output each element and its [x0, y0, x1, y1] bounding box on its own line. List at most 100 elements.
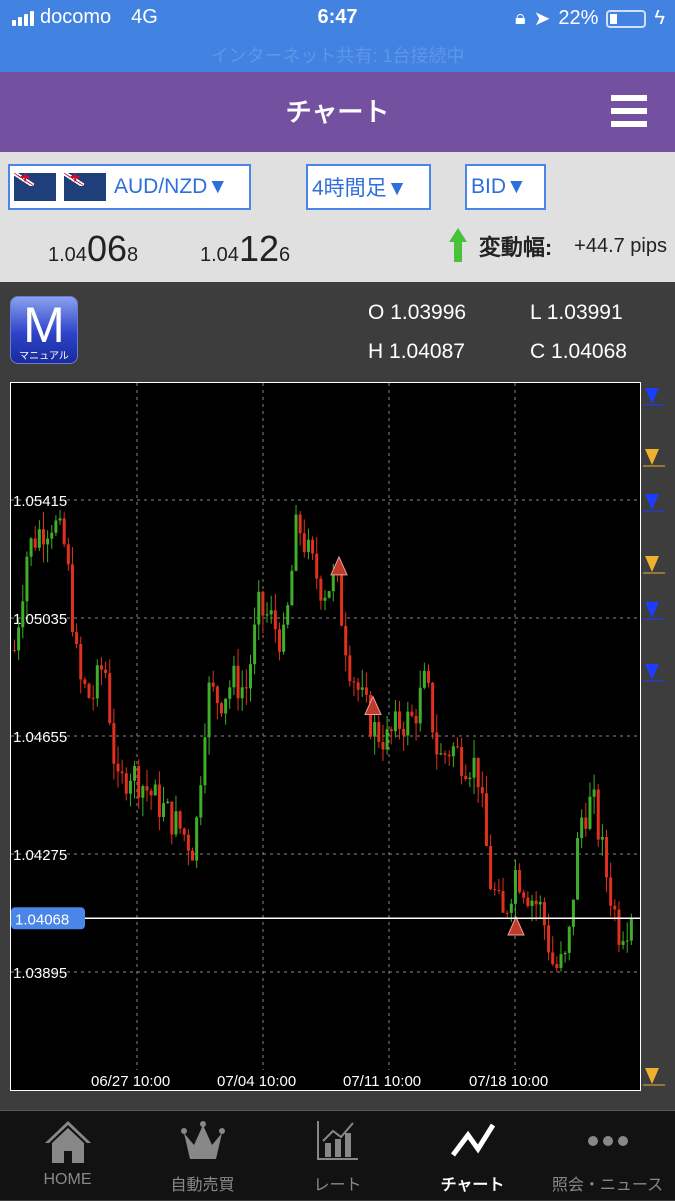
- change-value: +44.7 pips: [574, 234, 667, 257]
- nav-bar: チャート: [0, 72, 675, 152]
- candle-body: [203, 737, 207, 786]
- candle-body: [563, 952, 567, 955]
- candle-body: [385, 729, 389, 750]
- candle-body: [25, 556, 29, 602]
- candle-body: [70, 564, 74, 633]
- signal-triangle-icon: [364, 695, 382, 716]
- candle-body: [244, 687, 248, 689]
- candle-body: [120, 771, 124, 774]
- candle-body: [199, 785, 203, 818]
- charging-icon: ϟ: [654, 7, 665, 29]
- home-icon: [44, 1121, 91, 1163]
- candle-body: [323, 597, 327, 601]
- candle-body: [207, 682, 211, 738]
- battery-percent: 22%: [558, 7, 599, 29]
- candle-body: [306, 539, 310, 552]
- candle-body: [340, 574, 344, 626]
- tab-home[interactable]: HOME: [0, 1111, 135, 1201]
- candle-body: [128, 780, 132, 794]
- current-price-label: 1.04068: [15, 911, 69, 928]
- tab-auto-trade[interactable]: 自動売買: [135, 1111, 270, 1201]
- candle-body: [290, 570, 294, 606]
- bid-price: 1.04068: [48, 228, 139, 269]
- candle-body: [319, 578, 323, 601]
- candle-body: [480, 787, 484, 794]
- manual-mode-button[interactable]: M マニュアル: [10, 296, 78, 364]
- candle-body: [364, 687, 368, 695]
- pair-label: AUD/NZD▼: [114, 175, 229, 198]
- candle-body: [46, 538, 50, 545]
- low-value: L 1.03991: [530, 301, 623, 324]
- candle-body: [629, 918, 633, 941]
- tab-chart[interactable]: チャート: [405, 1111, 540, 1201]
- candle-body: [567, 926, 571, 953]
- candle-body: [240, 687, 244, 699]
- candle-body: [116, 763, 120, 772]
- order-marker-icon: [645, 556, 659, 572]
- x-tick-label: 07/18 10:00: [469, 1073, 548, 1090]
- candle-body: [170, 801, 174, 835]
- candle-body: [348, 655, 352, 682]
- order-marker-icon: [645, 494, 659, 510]
- candle-body: [195, 817, 199, 861]
- candle-body: [576, 838, 580, 900]
- change-info: 変動幅: +44.7 pips: [448, 228, 667, 264]
- candle-body: [104, 669, 108, 674]
- candle-body: [220, 703, 223, 714]
- candle-body: [547, 925, 551, 953]
- candle-body: [406, 711, 410, 736]
- candle-body: [596, 789, 600, 840]
- price-type-dropdown[interactable]: BID▼: [465, 164, 546, 210]
- candle-body: [389, 729, 393, 732]
- signal-marker-column: [641, 382, 675, 1091]
- candle-body: [186, 834, 190, 851]
- selector-panel: AUD/NZD▼ 4時間足▼ BID▼ 1.04068 1.04126 変動幅:…: [0, 152, 675, 282]
- y-tick-label: 1.04275: [13, 847, 67, 864]
- candle-body: [356, 682, 360, 690]
- chart-canvas[interactable]: 1.05415 1.05035 1.04655 1.04275 1.03895 1.040…: [11, 383, 640, 1090]
- candle-body: [410, 711, 414, 716]
- currency-pair-dropdown[interactable]: AUD/NZD▼: [8, 164, 251, 210]
- candle-body: [344, 625, 348, 656]
- candle-body: [431, 682, 435, 733]
- rotation-lock-icon: 🔒︎: [514, 7, 526, 29]
- battery-icon: [606, 9, 647, 28]
- candle-body: [443, 753, 447, 755]
- tab-rate[interactable]: レート: [270, 1111, 405, 1201]
- candle-body: [162, 803, 166, 818]
- tab-inquiry-news[interactable]: 照会・ニュース: [540, 1111, 675, 1201]
- candle-body: [369, 694, 373, 737]
- timeframe-dropdown[interactable]: 4時間足▼: [306, 164, 431, 210]
- candle-body: [522, 892, 526, 898]
- close-value: C 1.04068: [530, 340, 627, 363]
- candle-body: [493, 889, 497, 891]
- candle-body: [79, 644, 83, 680]
- candlestick-chart[interactable]: 1.05415 1.05035 1.04655 1.04275 1.03895 1.040…: [10, 382, 641, 1091]
- candle-body: [58, 518, 62, 521]
- candle-body: [311, 539, 315, 554]
- candle-body: [41, 529, 45, 545]
- hamburger-icon[interactable]: [611, 95, 647, 127]
- candle-body: [33, 538, 37, 548]
- order-marker-icon: [645, 388, 659, 404]
- more-icon: [587, 1136, 628, 1146]
- candle-body: [286, 605, 290, 625]
- tethering-banner[interactable]: インターネット共有: 1台接続中: [210, 46, 465, 66]
- candle-body: [211, 682, 215, 687]
- status-bar: docomo 4G 6:47 🔒︎ ➤ 22% ϟ インターネット共有: 1台接…: [0, 0, 675, 72]
- candle-body: [302, 533, 306, 552]
- candle-body: [153, 784, 157, 796]
- tab-bar: HOME 自動売買 レート チャート 照会・ニュース: [0, 1110, 675, 1200]
- candle-body: [257, 591, 261, 625]
- candle-body: [83, 679, 87, 684]
- candle-body: [352, 681, 356, 683]
- candle-body: [422, 670, 426, 688]
- candle-body: [509, 903, 513, 913]
- candle-body: [530, 900, 534, 907]
- location-icon: ➤: [533, 8, 551, 30]
- candle-body: [178, 811, 182, 829]
- order-marker-icon: [645, 664, 659, 680]
- candle-body: [427, 670, 430, 683]
- page-title: チャート: [285, 97, 390, 127]
- candle-body: [149, 790, 153, 796]
